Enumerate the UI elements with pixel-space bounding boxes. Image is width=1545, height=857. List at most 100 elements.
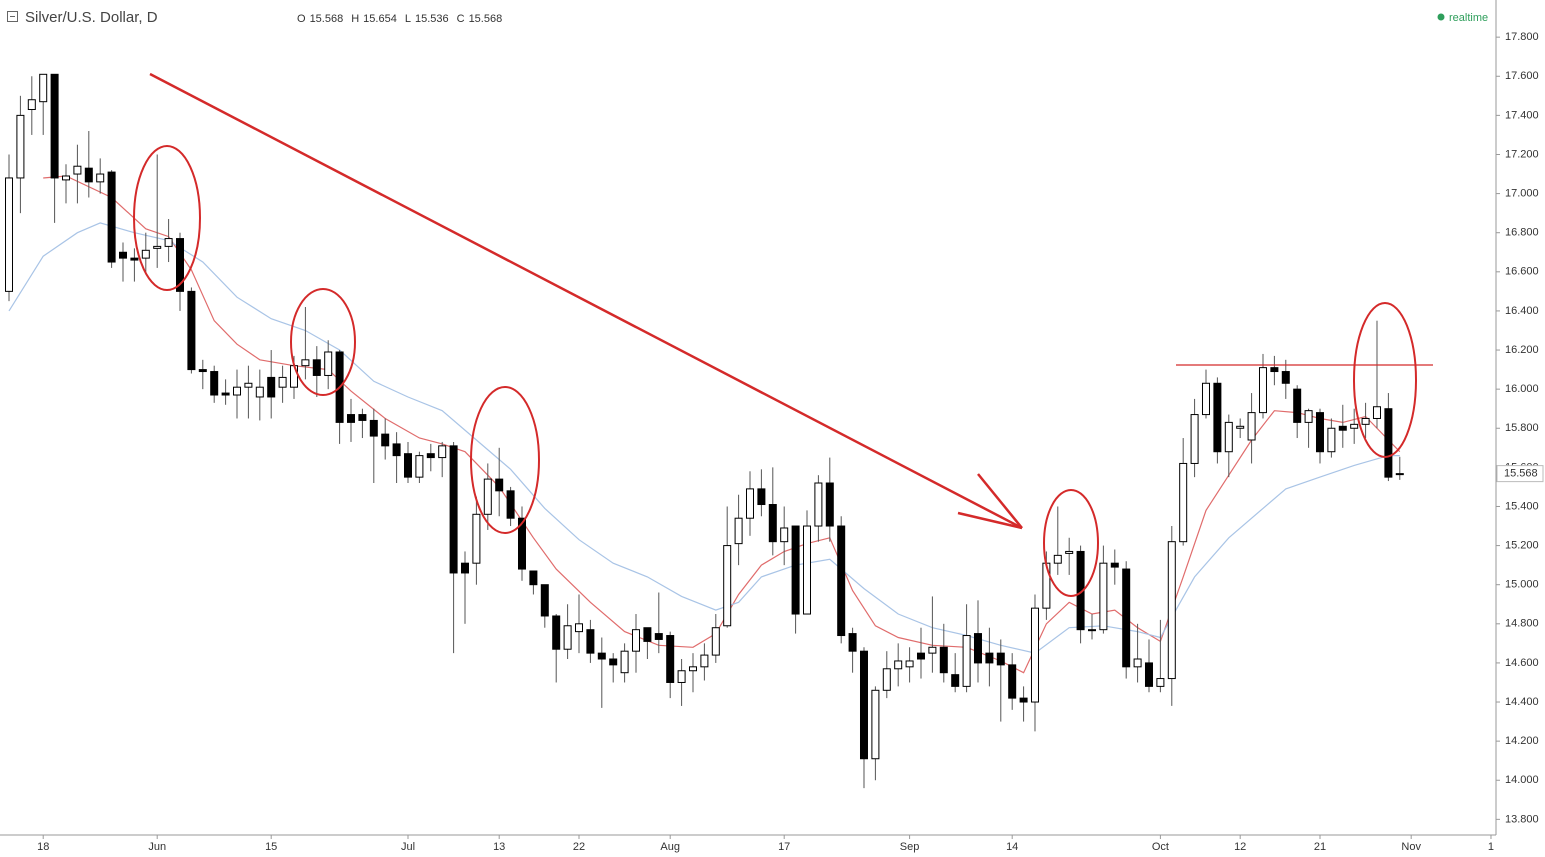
candle-body — [164, 238, 173, 247]
candle-body — [814, 482, 823, 527]
candle-body — [745, 488, 754, 519]
status-text: realtime — [1449, 12, 1488, 24]
candle-body — [1099, 562, 1108, 631]
candle-body — [894, 660, 903, 670]
ohlc-key: C — [457, 13, 465, 25]
candle-body — [620, 650, 629, 674]
y-tick-label: 14.200 — [1505, 735, 1539, 747]
collapse-button[interactable] — [7, 11, 18, 22]
candle-body — [996, 652, 1005, 666]
candle-body — [1190, 414, 1199, 464]
candle-body — [962, 635, 971, 687]
candle-body — [472, 513, 481, 564]
y-tick-label: 16.400 — [1505, 305, 1539, 317]
x-tick-label: Nov — [1401, 841, 1421, 853]
candle-body — [1065, 550, 1074, 554]
x-tick-label: 12 — [1234, 841, 1246, 853]
x-tick-label: Jun — [148, 841, 166, 853]
candle-body — [1372, 406, 1381, 419]
y-tick-label: 15.200 — [1505, 539, 1539, 551]
y-tick-label: 17.200 — [1505, 148, 1539, 160]
candle-body — [928, 646, 937, 654]
candle-body — [563, 625, 572, 650]
candle-body — [187, 290, 196, 371]
candle-body — [62, 175, 71, 181]
ohlc-value: 15.654 — [363, 13, 397, 25]
candle-body — [415, 455, 424, 478]
x-tick-label: 13 — [493, 841, 505, 853]
candle-body — [1053, 554, 1062, 564]
candle-body — [1258, 367, 1267, 414]
candle-body — [1042, 562, 1051, 609]
candle-body — [1384, 408, 1393, 478]
candle-body — [1110, 562, 1119, 568]
candle-body — [1224, 421, 1233, 453]
candle-body — [654, 633, 663, 640]
ohlc-value: 15.536 — [415, 13, 449, 25]
candle-body — [1144, 662, 1153, 687]
candle-body — [529, 570, 538, 586]
y-tick-label: 16.800 — [1505, 227, 1539, 239]
plot-area — [5, 73, 1404, 789]
candle-body — [107, 171, 116, 263]
candle-body — [825, 482, 834, 527]
candle-body — [780, 527, 789, 543]
x-tick-label: Jul — [401, 841, 415, 853]
x-tick-label: Aug — [660, 841, 680, 853]
x-tick-label: 15 — [265, 841, 277, 853]
candle-body — [1201, 382, 1210, 416]
candle-body — [666, 635, 675, 683]
ohlc-legend: O 15.568 H 15.654 L 15.536 C 15.568 — [297, 13, 502, 25]
candle-body — [837, 525, 846, 637]
candle-body — [347, 414, 356, 423]
candle-body — [1327, 427, 1336, 453]
candle-body — [597, 652, 606, 660]
candle-body — [255, 386, 264, 398]
candle-body — [1315, 412, 1324, 453]
candle-body — [939, 646, 948, 674]
candle-body — [643, 627, 652, 642]
y-tick-label: 17.600 — [1505, 70, 1539, 82]
candle-body — [1361, 417, 1370, 425]
candle-body — [711, 627, 720, 656]
status-dot — [1437, 13, 1445, 21]
candle-body — [1133, 658, 1142, 668]
candle-body — [609, 658, 618, 666]
candle-body — [312, 359, 321, 376]
candle-body — [1281, 371, 1290, 384]
candle-body — [483, 478, 492, 515]
candle-body — [130, 257, 139, 261]
candle-body — [540, 584, 549, 617]
arrow-head — [977, 473, 1023, 529]
highlight-ellipse — [1043, 489, 1099, 597]
y-tick-label: 14.800 — [1505, 618, 1539, 630]
candle-body — [267, 376, 276, 398]
y-tick-label: 17.800 — [1505, 31, 1539, 43]
x-tick-label: 22 — [573, 841, 585, 853]
candle-body — [381, 433, 390, 447]
candle-body — [16, 114, 25, 179]
candle-body — [278, 376, 287, 388]
candle-body — [1270, 367, 1279, 373]
candle-body — [1236, 425, 1245, 429]
candle-body — [198, 369, 207, 373]
candle-body — [369, 419, 378, 437]
candle-body — [1304, 410, 1313, 423]
x-tick-label: 17 — [778, 841, 790, 853]
candle-body — [50, 73, 59, 179]
x-tick-label: 14 — [1006, 841, 1018, 853]
candle-body — [1213, 382, 1222, 453]
candle-body — [301, 359, 310, 367]
candle-body — [1030, 607, 1039, 703]
candle-body — [723, 545, 732, 627]
x-tick-label: 21 — [1314, 841, 1326, 853]
candle-body — [244, 382, 253, 388]
candle-body — [802, 525, 811, 615]
candle-body — [290, 365, 299, 388]
highlight-ellipse — [1353, 302, 1417, 458]
candle-body — [916, 652, 925, 660]
candle-body — [324, 351, 333, 376]
candle-body — [221, 392, 230, 396]
